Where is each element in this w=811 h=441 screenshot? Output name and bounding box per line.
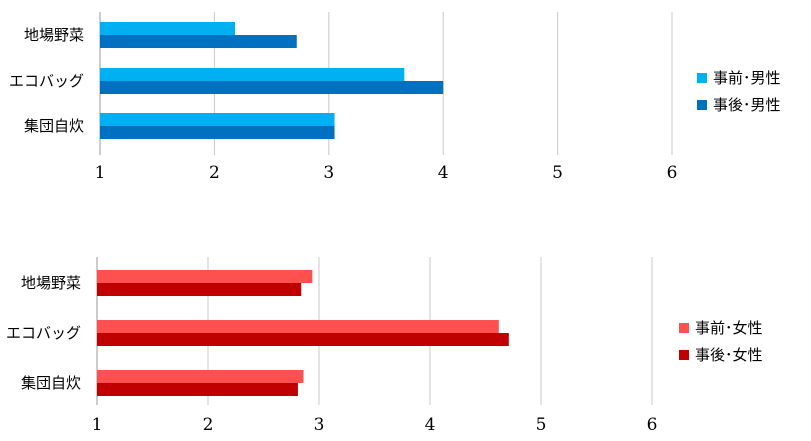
bar: [97, 270, 313, 283]
bar: [100, 126, 335, 139]
category-label: エコバッグ: [6, 324, 81, 342]
legend-swatch: [679, 323, 689, 333]
x-tick-label: 2: [203, 415, 214, 435]
legend-label: 事前･女性: [695, 319, 763, 337]
x-tick-label: 3: [323, 163, 334, 183]
legend-label: 事後･男性: [713, 96, 781, 114]
bar: [100, 68, 405, 81]
x-tick-label: 4: [438, 163, 449, 183]
bar: [100, 35, 297, 48]
x-tick-label: 5: [552, 163, 563, 183]
x-tick-label: 6: [667, 163, 678, 183]
x-tick-label: 3: [314, 415, 325, 435]
x-tick-label: 1: [92, 415, 103, 435]
category-label: エコバッグ: [9, 72, 84, 90]
bar: [100, 22, 235, 35]
category-label: 集団自炊: [24, 117, 84, 135]
bar: [100, 81, 444, 94]
x-tick-label: 4: [425, 415, 436, 435]
bar: [97, 283, 302, 296]
x-tick-label: 5: [536, 415, 547, 435]
bar: [97, 333, 509, 346]
legend-swatch: [697, 100, 707, 110]
legend-swatch: [697, 73, 707, 83]
bar: [97, 370, 304, 383]
bar: [100, 113, 335, 126]
category-label: 集団自炊: [21, 374, 81, 392]
x-tick-label: 1: [95, 163, 106, 183]
legend-swatch: [679, 350, 689, 360]
x-tick-label: 6: [647, 415, 658, 435]
bar: [97, 320, 499, 333]
category-label: 地場野菜: [21, 274, 81, 292]
category-label: 地場野菜: [24, 26, 84, 44]
legend-label: 事後･女性: [695, 346, 763, 364]
legend-label: 事前･男性: [713, 69, 781, 87]
x-tick-label: 2: [209, 163, 220, 183]
bar: [97, 383, 298, 396]
